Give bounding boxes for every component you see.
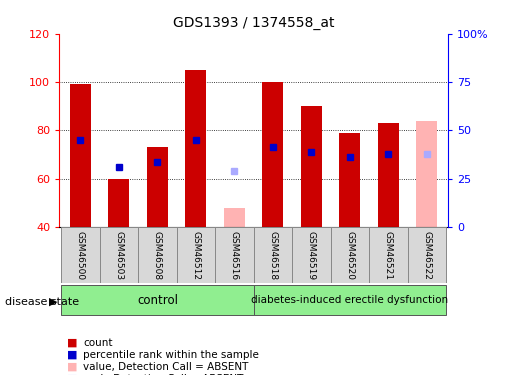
Bar — [61, 227, 99, 283]
Text: GSM46516: GSM46516 — [230, 231, 239, 280]
Text: GSM46519: GSM46519 — [307, 231, 316, 280]
Bar — [369, 227, 408, 283]
Text: ▶: ▶ — [49, 297, 57, 307]
Bar — [253, 227, 292, 283]
Text: ■: ■ — [67, 374, 77, 375]
Text: GSM46500: GSM46500 — [76, 231, 85, 280]
Text: GSM46508: GSM46508 — [153, 231, 162, 280]
Bar — [331, 227, 369, 283]
Bar — [262, 82, 283, 227]
Text: GSM46521: GSM46521 — [384, 231, 393, 280]
Text: ■: ■ — [67, 350, 77, 360]
Text: value, Detection Call = ABSENT: value, Detection Call = ABSENT — [83, 362, 249, 372]
Text: GSM46518: GSM46518 — [268, 231, 278, 280]
Bar — [70, 84, 91, 227]
Bar — [224, 208, 245, 227]
Bar — [416, 121, 437, 227]
Bar — [408, 227, 446, 283]
Bar — [177, 227, 215, 283]
Bar — [108, 178, 129, 227]
Text: ■: ■ — [67, 362, 77, 372]
Bar — [61, 285, 253, 315]
Text: GSM46503: GSM46503 — [114, 231, 124, 280]
Bar — [99, 227, 138, 283]
Bar — [185, 70, 207, 227]
Bar — [378, 123, 399, 227]
Text: ■: ■ — [67, 338, 77, 348]
Bar — [253, 285, 446, 315]
Bar — [301, 106, 322, 227]
Text: percentile rank within the sample: percentile rank within the sample — [83, 350, 260, 360]
Text: disease state: disease state — [5, 297, 79, 307]
Text: diabetes-induced erectile dysfunction: diabetes-induced erectile dysfunction — [251, 295, 449, 305]
Text: control: control — [137, 294, 178, 306]
Bar — [138, 227, 177, 283]
Text: GSM46512: GSM46512 — [192, 231, 200, 280]
Text: rank, Detection Call = ABSENT: rank, Detection Call = ABSENT — [83, 374, 244, 375]
Bar — [215, 227, 253, 283]
Bar — [339, 133, 360, 227]
Text: GSM46520: GSM46520 — [346, 231, 354, 280]
Bar — [147, 147, 168, 227]
Text: GSM46522: GSM46522 — [422, 231, 432, 280]
Text: count: count — [83, 338, 113, 348]
Title: GDS1393 / 1374558_at: GDS1393 / 1374558_at — [173, 16, 334, 30]
Bar — [292, 227, 331, 283]
